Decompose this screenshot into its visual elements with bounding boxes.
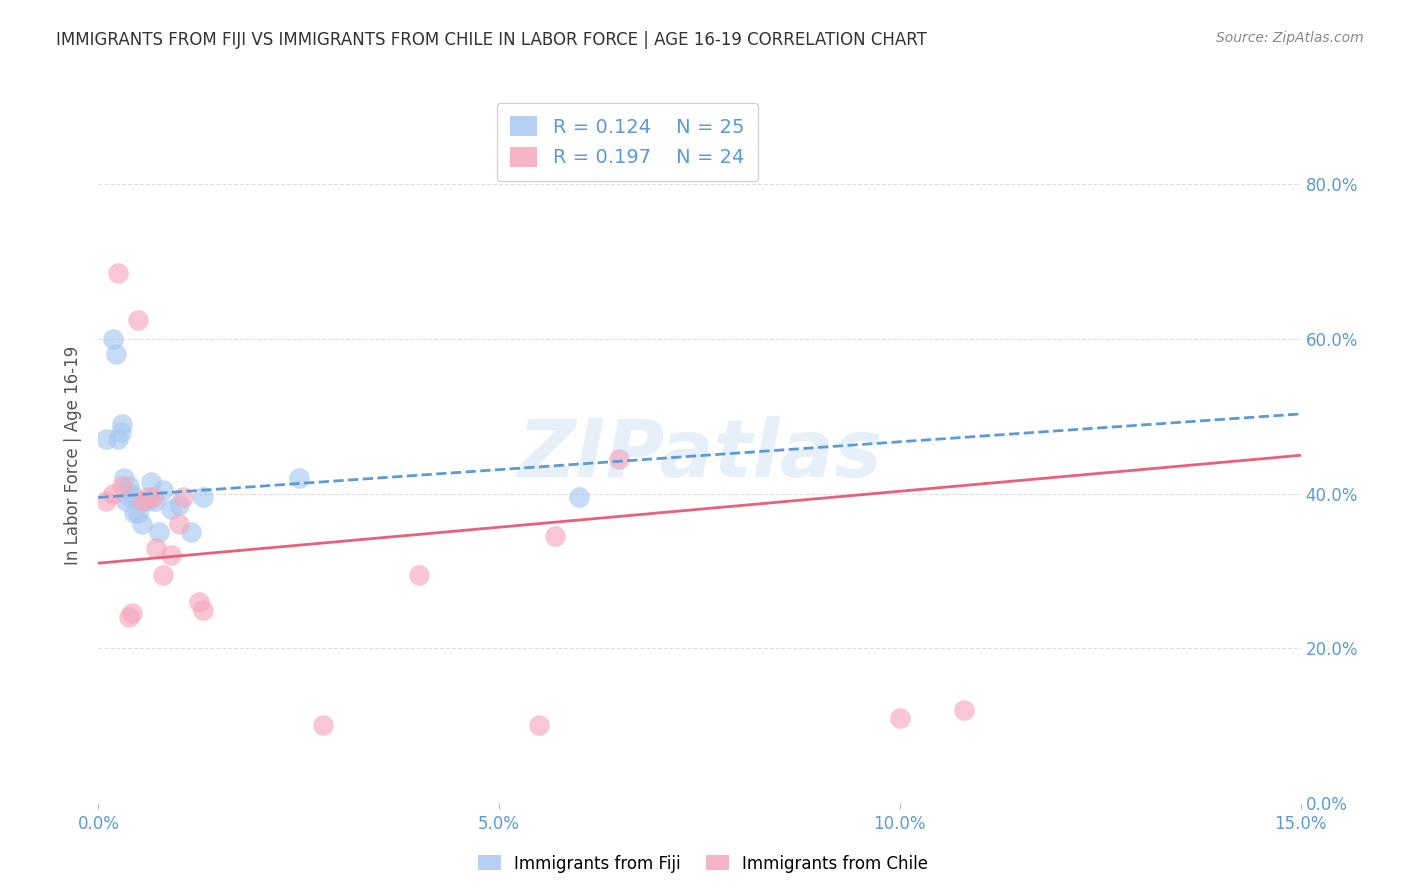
Y-axis label: In Labor Force | Age 16-19: In Labor Force | Age 16-19: [65, 345, 83, 565]
Point: [131, 517, 153, 532]
Text: ZIPatlas: ZIPatlas: [517, 416, 882, 494]
Point: [191, 602, 214, 616]
Text: Source: ZipAtlas.com: Source: ZipAtlas.com: [1216, 31, 1364, 45]
Point: [159, 502, 181, 516]
Point: [544, 529, 567, 543]
Point: [101, 332, 124, 346]
Point: [288, 471, 311, 485]
Point: [128, 506, 150, 520]
Point: [187, 595, 209, 609]
Point: [121, 486, 143, 500]
Point: [529, 718, 551, 732]
Point: [312, 718, 335, 732]
Point: [568, 491, 591, 505]
Point: [112, 471, 135, 485]
Point: [408, 567, 430, 582]
Point: [115, 494, 138, 508]
Point: [143, 494, 166, 508]
Point: [111, 479, 134, 493]
Point: [118, 479, 141, 493]
Point: [889, 711, 911, 725]
Point: [145, 541, 167, 555]
Text: IMMIGRANTS FROM FIJI VS IMMIGRANTS FROM CHILE IN LABOR FORCE | AGE 16-19 CORRELA: IMMIGRANTS FROM FIJI VS IMMIGRANTS FROM …: [56, 31, 927, 49]
Point: [609, 451, 631, 466]
Point: [96, 433, 118, 447]
Point: [191, 491, 214, 505]
Point: [120, 491, 142, 505]
Point: [148, 525, 170, 540]
Point: [167, 517, 190, 532]
Point: [180, 525, 202, 540]
Point: [172, 491, 194, 505]
Legend: Immigrants from Fiji, Immigrants from Chile: Immigrants from Fiji, Immigrants from Ch…: [471, 848, 935, 880]
Point: [136, 491, 159, 505]
Point: [107, 433, 129, 447]
Point: [105, 347, 128, 361]
Point: [121, 607, 143, 621]
Point: [159, 549, 181, 563]
Point: [152, 567, 174, 582]
Point: [128, 312, 150, 326]
Point: [953, 703, 976, 717]
Point: [152, 483, 174, 497]
Point: [135, 494, 157, 508]
Point: [96, 494, 118, 508]
Point: [111, 417, 134, 431]
Point: [167, 498, 190, 512]
Point: [124, 506, 146, 520]
Point: [110, 425, 132, 439]
Point: [101, 486, 124, 500]
Point: [131, 494, 153, 508]
Point: [118, 610, 141, 624]
Point: [107, 266, 129, 280]
Point: [142, 491, 165, 505]
Point: [139, 475, 162, 489]
Legend: R = 0.124    N = 25, R = 0.197    N = 24: R = 0.124 N = 25, R = 0.197 N = 24: [496, 103, 758, 181]
